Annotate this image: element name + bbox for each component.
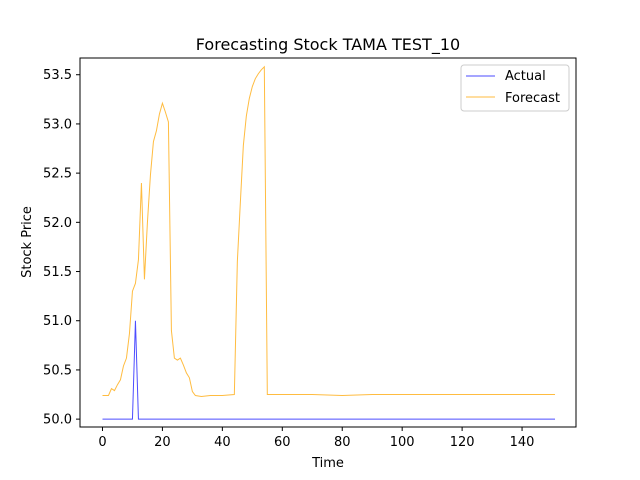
y-axis: 50.0 50.5 51.0 51.5 52.0 52.5 53.0 53.5 bbox=[43, 68, 80, 428]
chart-title: Forecasting Stock TAMA TEST_10 bbox=[196, 35, 460, 55]
y-tick-label: 53.0 bbox=[43, 117, 72, 132]
y-tick-label: 53.5 bbox=[43, 68, 72, 83]
x-tick-label: 80 bbox=[334, 435, 351, 450]
y-axis-title: Stock Price bbox=[20, 206, 35, 278]
y-tick-label: 50.0 bbox=[43, 413, 72, 428]
series-line-actual bbox=[102, 320, 556, 420]
series-line-forecast bbox=[102, 65, 556, 398]
legend-label-forecast: Forecast bbox=[505, 91, 560, 106]
x-tick-label: 100 bbox=[390, 435, 415, 450]
y-tick-label: 50.5 bbox=[43, 363, 72, 378]
x-axis: 0 20 40 60 80 100 120 140 bbox=[98, 427, 534, 450]
y-tick-label: 52.5 bbox=[43, 167, 72, 182]
x-axis-title: Time bbox=[311, 456, 344, 471]
x-tick-label: 40 bbox=[214, 435, 231, 450]
y-tick-label: 51.0 bbox=[43, 314, 72, 329]
plot-frame bbox=[79, 57, 577, 428]
legend-label-actual: Actual bbox=[505, 69, 546, 84]
y-tick-label: 52.0 bbox=[43, 216, 72, 231]
legend: Actual Forecast bbox=[460, 64, 570, 112]
x-tick-label: 60 bbox=[274, 435, 291, 450]
x-tick-label: 20 bbox=[154, 435, 171, 450]
plot-area bbox=[80, 58, 576, 427]
x-tick-label: 0 bbox=[98, 435, 106, 450]
y-tick-label: 51.5 bbox=[43, 265, 72, 280]
x-tick-label: 140 bbox=[510, 435, 535, 450]
series-layer bbox=[102, 65, 556, 420]
x-tick-label: 120 bbox=[450, 435, 475, 450]
